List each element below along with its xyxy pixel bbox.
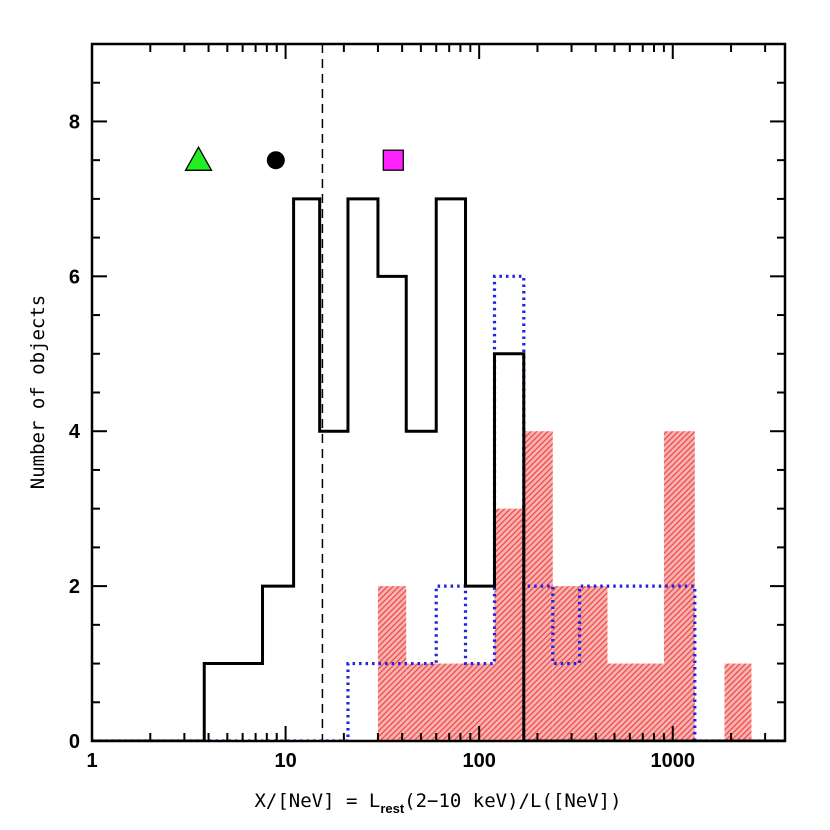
square-marker	[382, 149, 404, 171]
y-tick-label: 2	[69, 576, 80, 598]
hatched-bar-2	[494, 508, 524, 741]
hatched-bar-1	[406, 663, 495, 741]
y-tick-label: 4	[69, 421, 81, 443]
black-step-line	[92, 197, 785, 741]
y-tick-label: 0	[69, 731, 80, 753]
x-axis-label-part: (2−10 keV)/L([NeV])	[404, 790, 621, 812]
triangle-marker	[184, 145, 213, 171]
hatched-bar-7	[724, 663, 752, 741]
hatched-bar-5	[607, 663, 664, 741]
x-axis-label-subscript: rest	[380, 801, 405, 816]
x-axis-label: X/[NeV] = Lrest(2−10 keV)/L([NeV])	[254, 790, 621, 816]
x-tick-label: 100	[462, 750, 495, 772]
x-tick-label: 10	[274, 750, 296, 772]
y-tick-label: 8	[69, 111, 80, 133]
x-axis-label-part: X/[NeV] = L	[254, 790, 380, 812]
x-tick-label: 1	[86, 750, 97, 772]
y-axis-label: Number of objects	[27, 295, 49, 489]
tick-labels: 1 10 100 1000 0 2 4 6 8	[69, 111, 695, 772]
axes-frame	[90, 42, 787, 743]
y-tick-label: 6	[69, 266, 80, 288]
circle-marker	[266, 151, 285, 170]
marker-layer	[184, 145, 404, 171]
black-solid-histogram	[92, 197, 785, 741]
x-tick-label: 1000	[651, 750, 696, 772]
